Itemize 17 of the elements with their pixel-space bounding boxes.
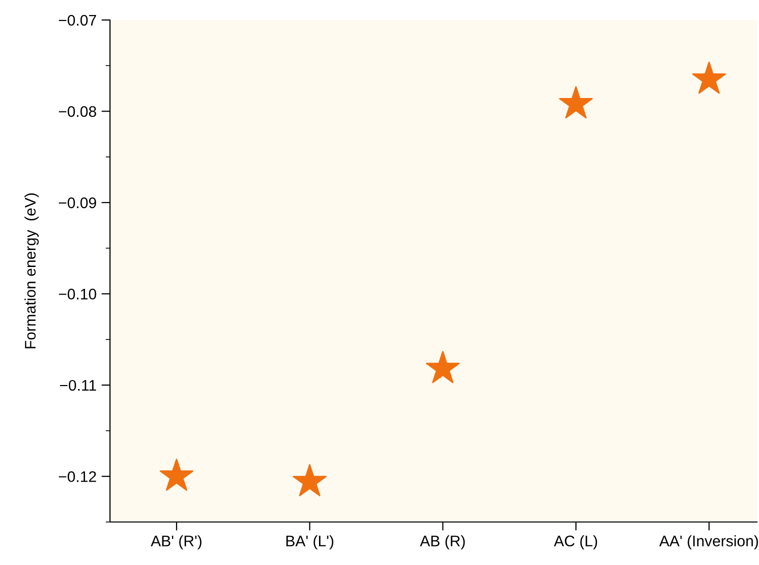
y-tick-label: −0.11 [60, 380, 96, 391]
y-tick-label: −0.07 [58, 14, 96, 26]
point [160, 458, 194, 491]
x-tick-label: AC (L) [554, 535, 598, 550]
point [692, 62, 726, 94]
point [559, 86, 593, 118]
y-tick-label: −0.10 [58, 288, 96, 300]
y-tick-label: −0.08 [58, 106, 96, 117]
x-tick-label: AB' (R') [150, 535, 202, 550]
point [292, 464, 327, 496]
x-tick-label: AB (R) [420, 535, 465, 550]
x-tick-label: AA' (Inversion) [659, 535, 758, 550]
point [426, 350, 460, 384]
x-tick-label: BA' (L') [286, 535, 334, 550]
y-tick-label: −0.09 [58, 197, 96, 208]
y-tick-label: −0.12 [58, 471, 96, 482]
y-axis-title: Formation energy (eV) [24, 193, 39, 348]
